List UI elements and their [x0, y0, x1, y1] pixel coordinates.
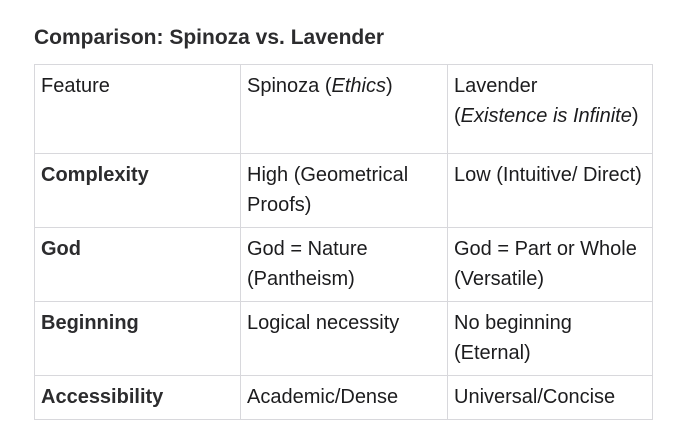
header-lavender-work: Existence is Infinite: [460, 105, 632, 127]
row-feature: Accessibility: [34, 375, 241, 420]
header-feature: Feature: [34, 64, 241, 154]
header-lavender-open: (: [454, 105, 461, 127]
table-row: God God = Nature (Pantheism) God = Part …: [34, 227, 653, 302]
row-spinoza-cell: High (Geometrical Proofs): [240, 153, 448, 228]
row-lavender-cell: Low (Intuitive/ Direct): [447, 153, 653, 228]
table-title: Comparison: Spinoza vs. Lavender: [34, 26, 385, 49]
row-lavender-cell: Universal/Concise: [447, 375, 653, 420]
header-feature-label: Feature: [41, 75, 110, 97]
row-spinoza-cell: God = Nature (Pantheism): [240, 227, 448, 302]
row-feature: Complexity: [34, 153, 241, 228]
row-feature: God: [34, 227, 241, 302]
header-spinoza: Spinoza (Ethics): [240, 64, 448, 154]
row-lavender-cell: No beginning (Eternal): [447, 301, 653, 376]
table-row: Complexity High (Geometrical Proofs) Low…: [34, 153, 653, 228]
row-feature: Beginning: [34, 301, 241, 376]
comparison-table: Feature Spinoza (Ethics) Lavender (Existe…: [34, 64, 653, 420]
header-lavender-name: Lavender: [454, 75, 538, 97]
header-lavender-close: ): [631, 105, 639, 127]
table-row: Accessibility Academic/Dense Universal/C…: [34, 375, 653, 420]
row-spinoza-cell: Logical necessity: [240, 301, 448, 376]
header-lavender: Lavender (Existence is Infinite): [447, 64, 653, 154]
row-lavender-cell: God = Part or Whole (Versatile): [447, 227, 653, 302]
header-spinoza-work: Ethics: [331, 75, 386, 97]
row-spinoza-cell: Academic/Dense: [240, 375, 448, 420]
table-row: Beginning Logical necessity No beginning…: [34, 301, 653, 376]
header-spinoza-close: ): [385, 75, 393, 97]
header-spinoza-name: Spinoza (: [247, 75, 332, 97]
table-header-row: Feature Spinoza (Ethics) Lavender (Existe…: [34, 64, 653, 154]
